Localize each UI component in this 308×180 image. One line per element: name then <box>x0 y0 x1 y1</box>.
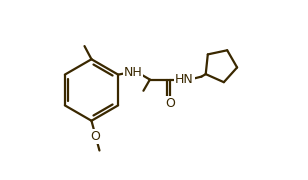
Text: O: O <box>165 97 175 110</box>
Text: HN: HN <box>175 73 194 86</box>
Text: NH: NH <box>124 66 142 79</box>
Text: O: O <box>91 130 100 143</box>
